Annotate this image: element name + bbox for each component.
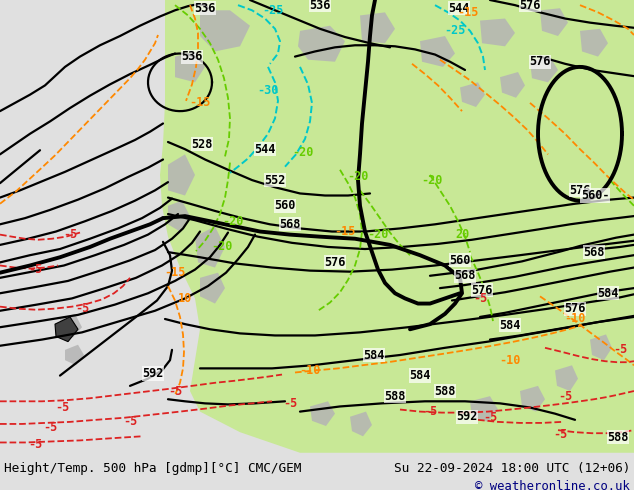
Text: 576: 576 — [564, 302, 586, 315]
Text: Su 22-09-2024 18:00 UTC (12+06): Su 22-09-2024 18:00 UTC (12+06) — [394, 462, 630, 475]
Text: 592: 592 — [456, 410, 477, 423]
Text: 576: 576 — [325, 256, 346, 269]
Polygon shape — [298, 25, 345, 62]
Text: 576: 576 — [569, 184, 591, 197]
Polygon shape — [520, 386, 545, 412]
Text: 584: 584 — [363, 348, 385, 362]
Text: -30: -30 — [257, 84, 279, 97]
Text: -5: -5 — [473, 292, 487, 305]
Text: 568: 568 — [583, 245, 605, 259]
Text: -5: -5 — [423, 405, 437, 418]
Text: 560-: 560- — [581, 189, 609, 202]
Polygon shape — [590, 334, 612, 360]
Text: 584: 584 — [410, 369, 430, 382]
Polygon shape — [200, 10, 250, 51]
Polygon shape — [530, 56, 558, 82]
Text: -5: -5 — [63, 228, 77, 241]
Text: -5: -5 — [123, 416, 137, 428]
Text: -15: -15 — [190, 97, 210, 109]
Text: -10: -10 — [500, 354, 521, 367]
Polygon shape — [195, 226, 225, 268]
Text: -15: -15 — [164, 266, 186, 279]
Text: -10: -10 — [564, 313, 586, 325]
Text: 10: 10 — [178, 292, 192, 305]
Text: 576: 576 — [471, 284, 493, 296]
Polygon shape — [55, 317, 78, 342]
Text: -25: -25 — [262, 4, 283, 17]
Text: -5: -5 — [28, 438, 42, 451]
Text: -20: -20 — [367, 228, 389, 241]
Polygon shape — [60, 314, 82, 338]
Text: -5: -5 — [43, 420, 57, 434]
Text: 588: 588 — [607, 431, 629, 444]
Text: 592: 592 — [142, 367, 164, 380]
Text: 560: 560 — [275, 199, 295, 212]
Text: -20: -20 — [223, 215, 243, 228]
Polygon shape — [580, 29, 608, 56]
Polygon shape — [310, 401, 335, 426]
Text: -5: -5 — [613, 343, 627, 356]
Text: 584: 584 — [597, 287, 619, 300]
Text: 536: 536 — [181, 50, 203, 63]
Text: -5: -5 — [283, 397, 297, 410]
Text: -20: -20 — [211, 241, 233, 253]
Text: © weatheronline.co.uk: © weatheronline.co.uk — [475, 480, 630, 490]
Text: 576: 576 — [519, 0, 541, 12]
Text: -5: -5 — [558, 390, 572, 403]
Text: 560: 560 — [450, 254, 470, 267]
Polygon shape — [360, 12, 395, 43]
Text: 568: 568 — [455, 270, 476, 282]
Text: 536: 536 — [309, 0, 331, 12]
Text: -15: -15 — [334, 225, 356, 238]
Polygon shape — [65, 345, 84, 366]
Text: -20: -20 — [292, 146, 314, 159]
Polygon shape — [168, 154, 195, 196]
Text: Height/Temp. 500 hPa [gdmp][°C] CMC/GEM: Height/Temp. 500 hPa [gdmp][°C] CMC/GEM — [4, 462, 301, 475]
Text: 588: 588 — [384, 390, 406, 403]
Text: -5: -5 — [168, 385, 182, 397]
Text: -20: -20 — [422, 173, 443, 187]
Text: 588: 588 — [434, 385, 456, 397]
Text: 20: 20 — [455, 228, 469, 241]
Polygon shape — [555, 366, 578, 391]
Text: 536: 536 — [194, 2, 216, 15]
Polygon shape — [460, 82, 485, 107]
Text: -5: -5 — [28, 263, 42, 276]
Text: 544: 544 — [254, 143, 276, 156]
Text: -20: -20 — [347, 171, 369, 183]
Text: -5: -5 — [75, 302, 89, 315]
Text: -15: -15 — [457, 6, 479, 19]
Polygon shape — [168, 201, 190, 232]
Text: 568: 568 — [280, 218, 301, 231]
Polygon shape — [160, 0, 634, 453]
Polygon shape — [500, 72, 525, 98]
Text: -5: -5 — [553, 428, 567, 441]
Text: -5: -5 — [55, 401, 69, 414]
Text: -25: -25 — [444, 24, 466, 37]
Text: 528: 528 — [191, 138, 212, 150]
Text: -10: -10 — [299, 364, 321, 377]
Polygon shape — [420, 36, 455, 67]
Polygon shape — [480, 19, 515, 47]
Text: 552: 552 — [264, 173, 286, 187]
Polygon shape — [540, 8, 568, 36]
Polygon shape — [350, 412, 372, 436]
Polygon shape — [200, 272, 225, 303]
Text: 576: 576 — [529, 55, 551, 68]
Polygon shape — [470, 396, 498, 422]
Text: 584: 584 — [500, 318, 521, 332]
Text: -5: -5 — [483, 411, 497, 424]
Polygon shape — [175, 51, 205, 82]
Text: 544: 544 — [448, 2, 470, 15]
